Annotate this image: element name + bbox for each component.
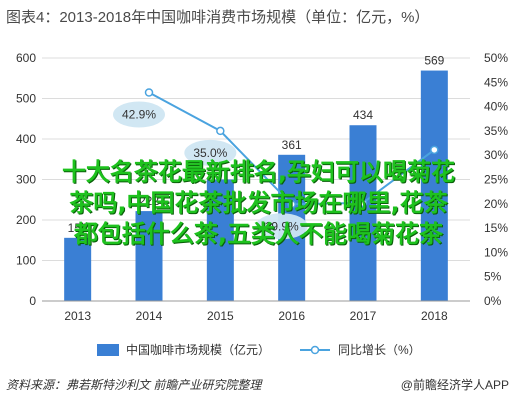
x-tick-label: 2018 [421,309,448,323]
y-left-tick-label: 0 [29,294,36,308]
legend-bar-label: 中国咖啡市场规模（亿元） [126,342,270,357]
growth-point [287,200,296,209]
right-axis: 0% 5% 10% 15% 20% 25% 30% 35% 40% 45% 50% [484,51,508,308]
line-series: 42.9% 35.0% 19.9% [113,88,439,240]
y-right-tick-label: 20% [484,197,508,211]
y-right-tick-label: 25% [484,173,508,187]
bar-data-labels: 156 222 361 434 569 [68,54,445,235]
bar [349,125,377,301]
bar-data-label: 569 [424,54,444,68]
y-left-tick-label: 100 [16,254,36,268]
y-left-tick-label: 600 [16,51,36,65]
brand-note: @前瞻经济学人APP [400,378,509,392]
overlay-line-3: 都包括什么茶,五类人不能喝菊花茶 [73,220,444,248]
y-left-tick-label: 400 [16,132,36,146]
x-axis: 2013 2014 2015 2016 2017 2018 [42,300,470,323]
y-right-tick-label: 10% [484,245,508,259]
x-tick-label: 2017 [350,309,377,323]
growth-point [144,88,154,97]
y-left-tick-label: 500 [16,92,36,106]
x-tick-label: 2015 [207,309,234,323]
growth-label-bubble [113,101,165,128]
x-tick-label: 2013 [64,309,91,323]
growth-point [430,145,439,155]
bar-data-label: 361 [282,138,302,152]
y-right-tick-label: 40% [484,100,508,114]
source-note: 资料来源：弗若斯特沙利文 前瞻产业研究院整理 [6,378,262,392]
growth-point [358,198,368,208]
y-right-tick-label: 50% [484,51,508,65]
y-right-tick-label: 35% [484,124,508,138]
x-tick-label: 2016 [278,309,305,323]
growth-data-label: 42.9% [122,108,156,122]
legend-line-label: 同比增长（%） [338,343,421,357]
overlay-line-1: 十大名茶花最新排名,孕妇可以喝菊花 [61,158,456,186]
bar-data-label: 156 [68,221,88,235]
y-right-tick-label: 15% [484,221,508,235]
y-left-tick-label: 300 [16,173,36,187]
bar-data-label: 222 [139,194,159,208]
bar [135,211,163,301]
y-right-tick-label: 0% [484,294,502,308]
legend: 中国咖啡市场规模（亿元） 同比增长（%） [97,342,421,357]
growth-label-bubble [255,213,308,240]
growth-data-label: 35.0% [193,146,227,160]
bar [64,237,92,301]
legend-bar-swatch [97,344,119,356]
y-right-tick-label: 5% [484,270,502,284]
overlay-line-2: 茶吗,中国花茶批发市场在哪里,花茶 [69,189,448,217]
legend-line-marker [310,345,320,355]
bar [206,179,234,301]
growth-label-bubble [184,139,237,166]
chart-title: 图表4：2013-2018年中国咖啡消费市场规模（单位：亿元，%） [6,9,430,26]
bar [420,70,448,302]
x-tick-label: 2014 [136,309,163,323]
growth-point [216,126,225,136]
y-left-tick-label: 200 [16,213,36,227]
left-axis: 0 100 200 300 400 500 600 [16,51,36,308]
bar-series [64,70,448,302]
growth-data-label: 19.9% [265,219,299,233]
bar-data-label: 434 [353,108,373,122]
y-right-tick-label: 45% [484,75,508,89]
y-right-tick-label: 30% [484,148,508,162]
